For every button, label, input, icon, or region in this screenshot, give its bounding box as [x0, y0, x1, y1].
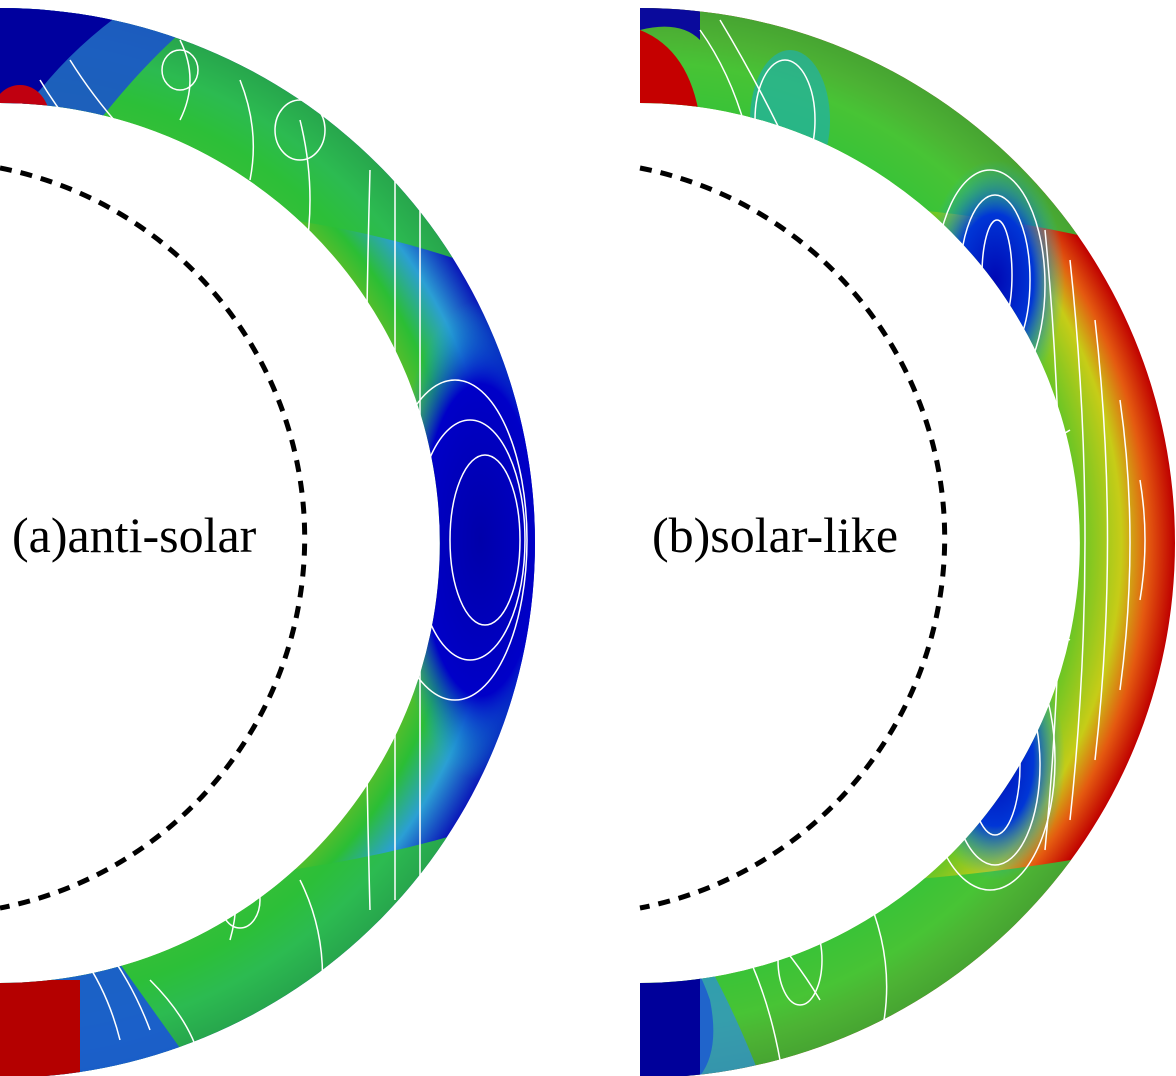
panel-label-b: (b)solar-like [652, 507, 898, 563]
panel-solar-like: (b)solar-like [639, 8, 1175, 1076]
contours-a [39, 39, 528, 1061]
panel-anti-solar: (a)anti-solar [0, 8, 535, 1076]
panel-label-a: (a)anti-solar [12, 507, 257, 563]
contours-b [679, 19, 1146, 1061]
